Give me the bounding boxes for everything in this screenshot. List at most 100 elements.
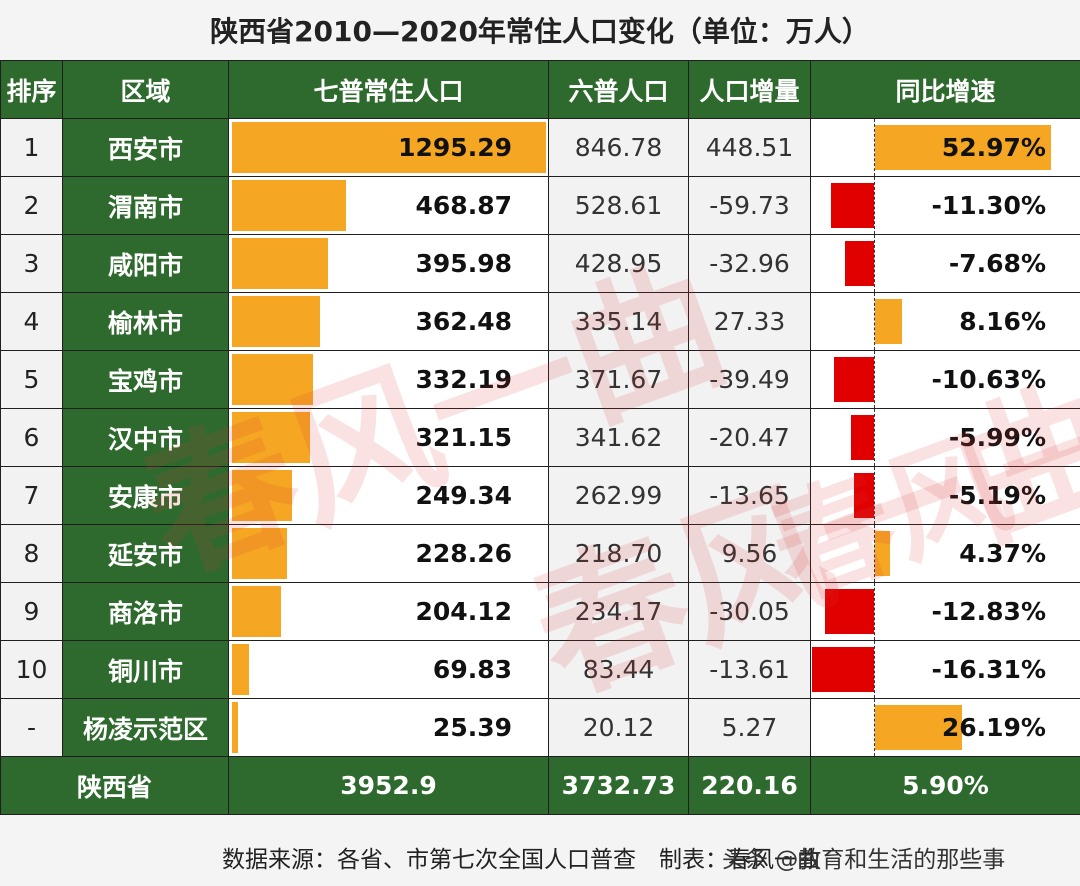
row-pop7-cell: 468.87 (228, 176, 549, 235)
rate-bar (875, 125, 1051, 170)
rate-value: 8.16% (959, 307, 1046, 336)
row-pop6: 428.95 (548, 234, 689, 293)
row-rank: 2 (0, 176, 63, 235)
row-rank: 10 (0, 640, 63, 699)
row-pop7-cell: 362.48 (228, 292, 549, 351)
rate-bar (831, 183, 874, 228)
row-pop6: 341.62 (548, 408, 689, 467)
pop7-value: 228.26 (415, 539, 512, 568)
pop7-bar (232, 122, 546, 173)
pop7-bar (232, 586, 282, 637)
row-rate-cell: -16.31% (810, 640, 1080, 699)
row-region: 铜川市 (62, 640, 229, 699)
row-rate-cell: -12.83% (810, 582, 1080, 641)
rate-axis (874, 119, 875, 176)
row-pop6: 846.78 (548, 118, 689, 177)
row-rate-cell: -5.99% (810, 408, 1080, 467)
table-row: 1 西安市 1295.29 846.78 448.51 52.97% (0, 118, 1080, 177)
footer-source: 数据来源：各省、市第七次全国人口普查 制表：春风一曲 (222, 847, 820, 873)
rate-value: -5.19% (948, 481, 1046, 510)
row-delta: 5.27 (688, 698, 811, 757)
row-rank: 6 (0, 408, 63, 467)
rate-bar (875, 299, 903, 344)
row-rank: 5 (0, 350, 63, 409)
header-row: 排序 区域 七普常住人口 六普人口 人口增量 同比增速 (0, 60, 1080, 119)
row-delta: -59.73 (688, 176, 811, 235)
table-row: 7 安康市 249.34 262.99 -13.65 -5.19% (0, 466, 1080, 525)
row-pop7-cell: 249.34 (228, 466, 549, 525)
row-pop6: 528.61 (548, 176, 689, 235)
total-pop6: 3732.73 (548, 756, 689, 815)
row-rank: 3 (0, 234, 63, 293)
rate-bar (812, 647, 874, 692)
row-pop6: 262.99 (548, 466, 689, 525)
rate-axis (874, 641, 875, 698)
header-rank: 排序 (0, 60, 63, 119)
pop7-value: 25.39 (432, 713, 512, 742)
row-pop7-cell: 332.19 (228, 350, 549, 409)
row-region: 安康市 (62, 466, 229, 525)
row-region: 渭南市 (62, 176, 229, 235)
row-rate-cell: -11.30% (810, 176, 1080, 235)
table-row: 9 商洛市 204.12 234.17 -30.05 -12.83% (0, 582, 1080, 641)
pop7-value: 468.87 (415, 191, 512, 220)
row-pop7-cell: 228.26 (228, 524, 549, 583)
pop7-value: 395.98 (415, 249, 512, 278)
table-row: - 杨凌示范区 25.39 20.12 5.27 26.19% (0, 698, 1080, 757)
row-region: 延安市 (62, 524, 229, 583)
pop7-value: 321.15 (415, 423, 512, 452)
row-delta: 27.33 (688, 292, 811, 351)
row-pop7-cell: 321.15 (228, 408, 549, 467)
pop7-bar (232, 238, 328, 289)
rate-axis (874, 351, 875, 408)
rate-bar (875, 705, 963, 750)
row-rank: 8 (0, 524, 63, 583)
population-table: 排序 区域 七普常住人口 六普人口 人口增量 同比增速 1 西安市 1295.29 8… (0, 60, 1080, 815)
rate-value: -16.31% (931, 655, 1046, 684)
rate-axis (874, 235, 875, 292)
rate-value: -10.63% (931, 365, 1046, 394)
footer-watermark: 头条 @教育和生活的那些事 (722, 847, 1006, 873)
row-rank: 9 (0, 582, 63, 641)
total-delta: 220.16 (688, 756, 811, 815)
pop7-value: 249.34 (415, 481, 512, 510)
row-rank: 4 (0, 292, 63, 351)
row-delta: -30.05 (688, 582, 811, 641)
row-pop7-cell: 25.39 (228, 698, 549, 757)
pop7-bar (232, 412, 310, 463)
total-pop7: 3952.9 (228, 756, 549, 815)
row-region: 榆林市 (62, 292, 229, 351)
row-region: 汉中市 (62, 408, 229, 467)
rate-value: 4.37% (959, 539, 1046, 568)
total-row: 陕西省 3952.9 3732.73 220.16 5.90% (0, 756, 1080, 815)
pop7-bar (232, 354, 313, 405)
row-pop6: 335.14 (548, 292, 689, 351)
total-region: 陕西省 (0, 756, 229, 815)
row-region: 杨凌示范区 (62, 698, 229, 757)
header-region: 区域 (62, 60, 229, 119)
row-delta: -39.49 (688, 350, 811, 409)
pop7-value: 1295.29 (398, 133, 512, 162)
rate-bar (854, 473, 874, 518)
pop7-value: 69.83 (432, 655, 512, 684)
table-row: 2 渭南市 468.87 528.61 -59.73 -11.30% (0, 176, 1080, 235)
row-pop6: 218.70 (548, 524, 689, 583)
rate-axis (874, 177, 875, 234)
table-row: 8 延安市 228.26 218.70 9.56 4.37% (0, 524, 1080, 583)
footer: 数据来源：各省、市第七次全国人口普查 制表：春风一曲 头条 @教育和生活的那些事 (0, 828, 1080, 886)
rate-value: 26.19% (941, 713, 1046, 742)
row-region: 西安市 (62, 118, 229, 177)
total-rate: 5.90% (810, 756, 1080, 815)
row-delta: -13.65 (688, 466, 811, 525)
table-row: 6 汉中市 321.15 341.62 -20.47 -5.99% (0, 408, 1080, 467)
row-rate-cell: -10.63% (810, 350, 1080, 409)
row-delta: 9.56 (688, 524, 811, 583)
table-row: 10 铜川市 69.83 83.44 -13.61 -16.31% (0, 640, 1080, 699)
row-rank: 1 (0, 118, 63, 177)
row-rate-cell: 8.16% (810, 292, 1080, 351)
rate-bar (844, 241, 874, 286)
rate-bar (851, 415, 874, 460)
table-row: 5 宝鸡市 332.19 371.67 -39.49 -10.63% (0, 350, 1080, 409)
pop7-bar (232, 470, 293, 521)
row-pop7-cell: 69.83 (228, 640, 549, 699)
